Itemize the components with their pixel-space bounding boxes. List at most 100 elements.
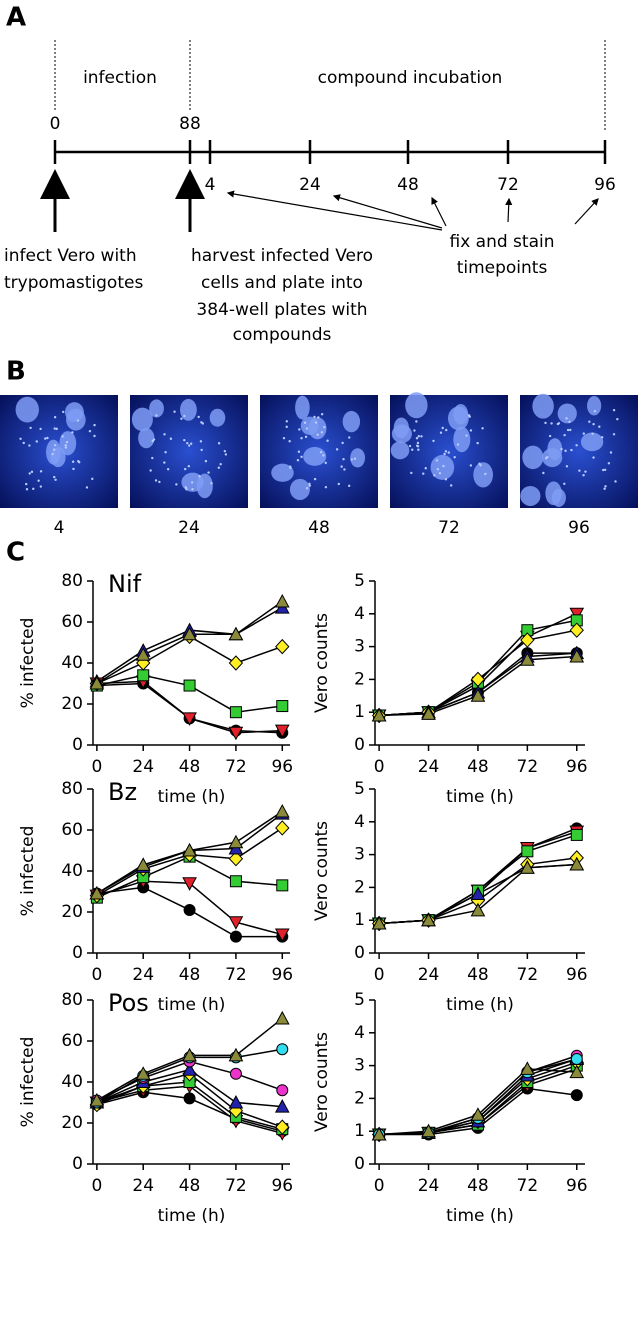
parasite — [30, 470, 34, 474]
time-label: 96 — [594, 175, 616, 195]
time-label: 88 — [179, 114, 201, 134]
time-label: 24 — [299, 175, 321, 195]
parasite — [417, 435, 420, 438]
x-tick-label: 72 — [225, 757, 247, 777]
parasite — [313, 415, 316, 419]
parasite — [25, 488, 29, 491]
x-tick-label: 72 — [225, 1176, 247, 1196]
parasite — [578, 469, 581, 472]
parasite — [347, 484, 351, 488]
nucleus — [522, 445, 544, 470]
point — [569, 622, 584, 638]
nucleus — [557, 403, 577, 424]
parasite — [152, 438, 156, 441]
point — [228, 1047, 244, 1062]
x-axis-label: time (h) — [446, 1206, 514, 1226]
nucleus — [59, 431, 77, 456]
chart-title: Bz — [108, 778, 137, 806]
parasite — [607, 462, 611, 465]
parasite — [39, 485, 43, 488]
parasite — [71, 460, 75, 463]
image-label: 96 — [568, 518, 590, 538]
x-tick-label: 96 — [271, 965, 293, 985]
parasite — [322, 454, 325, 457]
point — [182, 842, 197, 857]
y-tick-label: 0 — [72, 1154, 83, 1174]
x-tick-label: 0 — [91, 965, 102, 985]
parasite — [439, 431, 443, 434]
parasite — [173, 410, 176, 413]
parasite — [575, 444, 578, 447]
parasite — [217, 442, 221, 445]
parasite — [191, 487, 194, 491]
nucleus — [15, 396, 39, 423]
parasite — [54, 478, 57, 481]
nucleus — [532, 393, 554, 419]
timeline — [40, 40, 607, 232]
y-tick-label: 2 — [354, 1088, 365, 1108]
y-axis-label: % infected — [18, 1037, 38, 1128]
parasite — [340, 465, 343, 468]
point — [182, 626, 197, 641]
y-tick-label: 3 — [354, 637, 365, 657]
parasite — [53, 416, 57, 419]
parasite — [320, 413, 324, 416]
parasite — [591, 432, 594, 435]
parasite — [592, 456, 595, 459]
x-tick-label: 24 — [418, 757, 440, 777]
parasite — [569, 428, 572, 432]
x-tick-label: 24 — [132, 965, 154, 985]
x-axis-label: time (h) — [158, 995, 226, 1015]
nucleus — [551, 488, 566, 507]
image-label: 72 — [438, 518, 460, 538]
parasite — [548, 434, 552, 438]
x-tick-label: 96 — [271, 757, 293, 777]
parasite — [408, 444, 412, 448]
point — [470, 1107, 486, 1121]
parasite — [158, 480, 161, 484]
y-tick-label: 0 — [72, 735, 83, 755]
x-tick-label: 96 — [566, 757, 588, 777]
y-tick-label: 20 — [61, 902, 83, 922]
parasite — [341, 441, 344, 445]
parasite — [288, 440, 291, 443]
parasite — [319, 450, 323, 454]
parasite — [210, 481, 213, 485]
parasite — [285, 420, 288, 423]
parasite — [582, 432, 585, 435]
parasite — [557, 422, 561, 425]
parasite — [612, 408, 616, 412]
y-tick-label: 3 — [354, 1056, 365, 1076]
y-tick-label: 40 — [61, 653, 83, 673]
parasite — [601, 468, 605, 472]
parasite — [289, 465, 292, 468]
parasite — [200, 448, 203, 452]
parasite — [453, 456, 456, 459]
parasite — [324, 485, 328, 489]
parasite — [154, 479, 158, 482]
y-tick-label: 4 — [354, 1023, 365, 1043]
parasite — [563, 482, 566, 486]
parasite — [32, 487, 35, 491]
point — [228, 834, 244, 849]
nucleus — [393, 417, 409, 439]
parasite — [566, 428, 570, 432]
parasite — [415, 444, 419, 447]
parasite — [593, 409, 597, 413]
parasite — [187, 465, 191, 468]
y-tick-label: 60 — [61, 612, 83, 632]
parasite — [219, 463, 222, 466]
parasite — [445, 428, 448, 432]
point — [182, 1047, 197, 1062]
point — [570, 828, 583, 841]
parasite — [164, 451, 167, 454]
parasite — [189, 442, 193, 445]
point — [520, 860, 535, 874]
y-tick-label: 0 — [354, 1154, 365, 1174]
parasite — [305, 427, 309, 430]
parasite — [149, 469, 152, 472]
time-label: 0 — [50, 114, 61, 134]
note: cells and plate into — [201, 273, 363, 293]
y-axis-label: Vero counts — [312, 821, 332, 921]
parasite — [285, 425, 288, 429]
